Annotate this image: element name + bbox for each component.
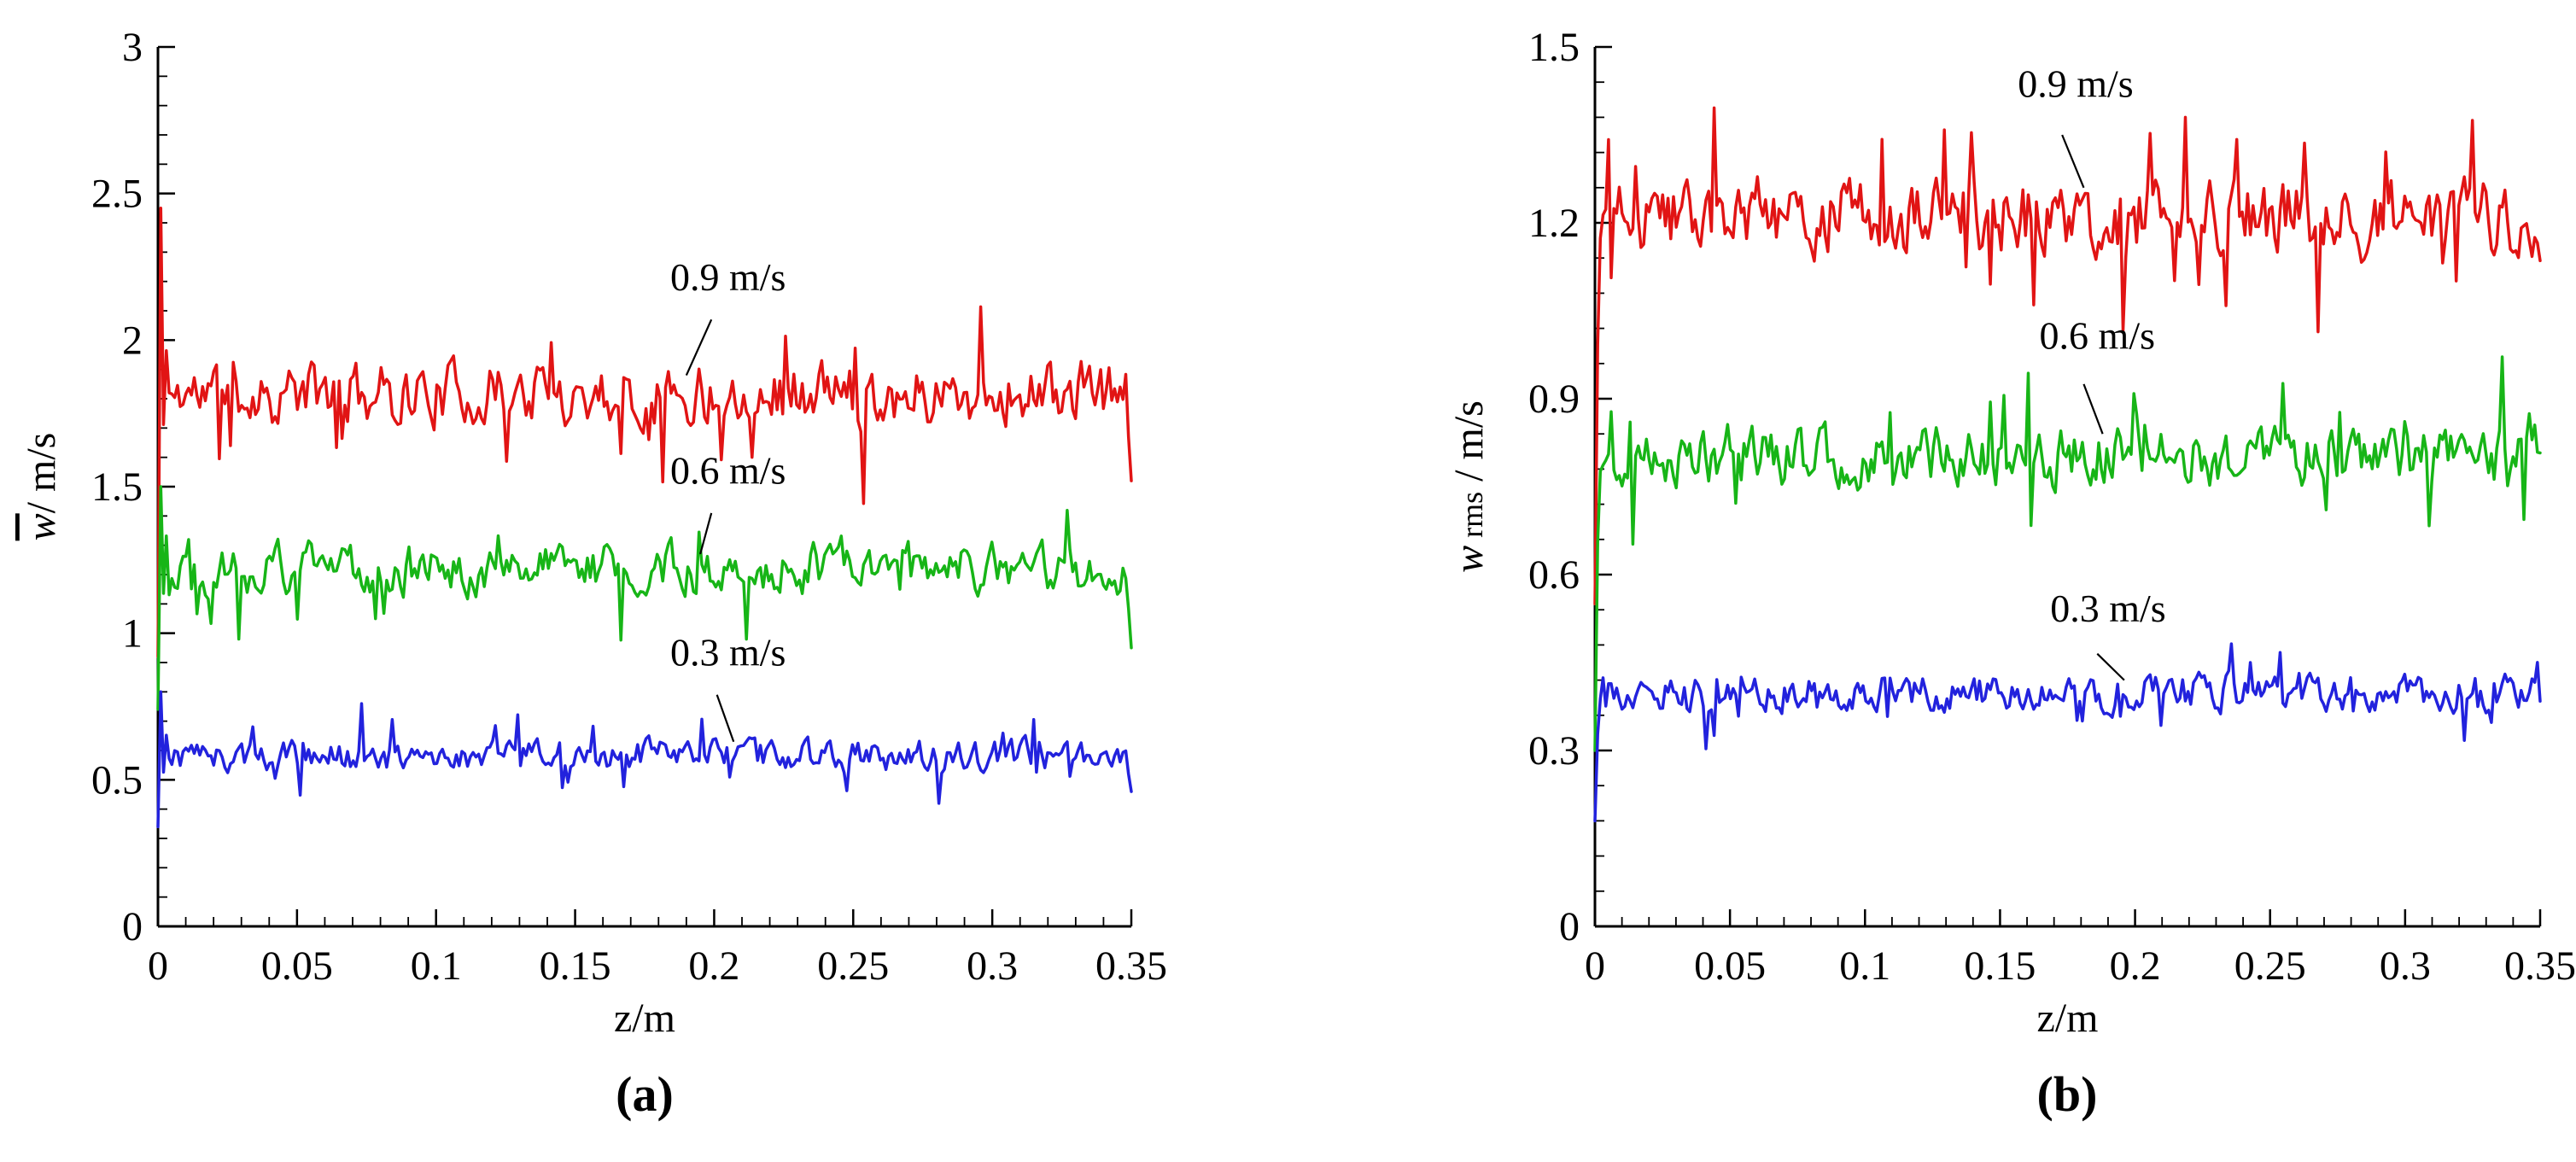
- annotation-label: 0.3 m/s: [2050, 587, 2165, 630]
- series-line-0-3-m-s: [1593, 642, 2542, 823]
- y-axis-label: w/ m/s: [19, 433, 64, 541]
- y-tick-label: 0.9: [1528, 377, 1580, 422]
- x-tick-label: 0.2: [2110, 943, 2161, 989]
- y-tick-label: 0: [122, 904, 143, 949]
- x-tick-label: 0.05: [261, 943, 333, 989]
- annotation-leader-line: [699, 512, 713, 555]
- annotation-label: 0.6 m/s: [2040, 314, 2155, 358]
- x-tick-label: 0.25: [2234, 943, 2306, 989]
- x-axis-label: z/m: [614, 996, 675, 1041]
- x-tick-label: 0.2: [688, 943, 739, 989]
- chart-b: 0 0.05 0.1 0.15 0.2 0.25 0.3 0.35 0 0.3 0.6 0.9 1.2 1…: [1446, 25, 2576, 1041]
- annotation-leader-line: [685, 318, 713, 376]
- series-line-0-9-m-s: [1593, 106, 2542, 606]
- x-tick-label: 0.15: [1964, 943, 2036, 989]
- chart-a: 0 0.05 0.1 0.15 0.2 0.25 0.3 0.35 0 0.5 1 1.5 2 2.5 3 z…: [19, 25, 1167, 1041]
- x-tick-label: 0.1: [1839, 943, 1890, 989]
- series-line-0-3-m-s: [156, 690, 1133, 829]
- y-tick-label: 1.5: [91, 464, 143, 510]
- y-axis-label: w rms / m/s: [1446, 400, 1492, 573]
- x-tick-label: 0.1: [411, 943, 462, 989]
- annotation-label: 0.6 m/s: [670, 449, 786, 493]
- y-tick-label: 0: [1559, 904, 1580, 949]
- x-tick-label: 0.3: [2380, 943, 2431, 989]
- annotation-label: 0.9 m/s: [2018, 61, 2133, 105]
- annotation-leader-line: [716, 694, 735, 743]
- annotation-leader-line: [2082, 383, 2104, 435]
- y-tick-label: 0.3: [1528, 728, 1580, 774]
- y-tick-label: 2: [122, 318, 143, 363]
- panel-caption-b: (b): [2036, 1066, 2098, 1122]
- annotation-label: 0.9 m/s: [670, 255, 786, 299]
- y-tick-label: 2.5: [91, 172, 143, 217]
- x-axis-label: z/m: [2037, 996, 2099, 1041]
- x-tick-label: 0: [1585, 943, 1605, 989]
- annotation-leader-line: [2061, 134, 2085, 189]
- y-tick-label: 0.5: [91, 757, 143, 803]
- x-tick-label: 0.25: [817, 943, 889, 989]
- x-tick-label: 0.35: [1095, 943, 1167, 989]
- y-tick-label: 0.6: [1528, 552, 1580, 598]
- x-tick-label: 0.15: [540, 943, 611, 989]
- series-line-0-9-m-s: [156, 207, 1133, 658]
- annotation-leader-line: [2096, 652, 2125, 681]
- series-line-0-6-m-s: [1593, 355, 2542, 752]
- x-tick-label: 0.05: [1694, 943, 1766, 989]
- x-tick-label: 0.35: [2504, 943, 2576, 989]
- y-tick-label: 3: [122, 25, 143, 70]
- x-tick-label: 0.3: [967, 943, 1018, 989]
- annotation-label: 0.3 m/s: [670, 630, 786, 674]
- x-tick-label: 0: [148, 943, 168, 989]
- series-line-0-6-m-s: [156, 485, 1133, 711]
- y-tick-label: 1: [122, 611, 143, 657]
- y-tick-label: 1.5: [1528, 25, 1580, 70]
- panel-caption-a: (a): [616, 1066, 674, 1122]
- y-tick-label: 1.2: [1528, 201, 1580, 246]
